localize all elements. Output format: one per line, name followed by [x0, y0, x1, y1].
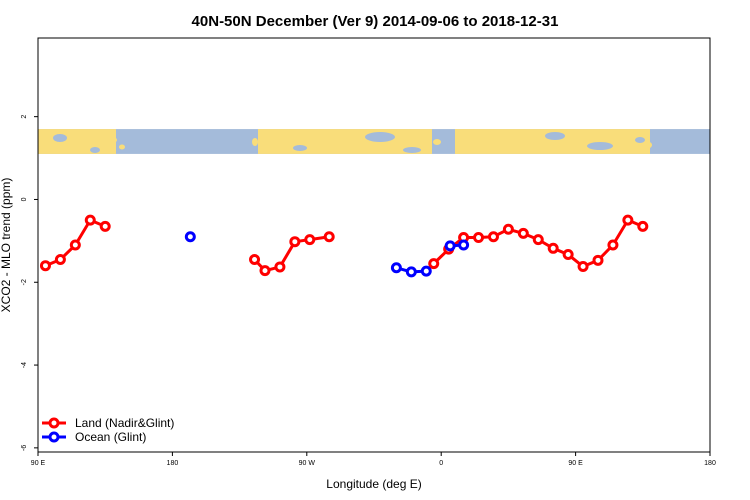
map-water-detail: [635, 137, 645, 143]
data-point: [184, 231, 196, 243]
data-point: [84, 214, 96, 226]
map-water-detail: [587, 142, 613, 150]
x-tick-label: 180: [704, 460, 716, 467]
map-land-detail: [433, 139, 441, 145]
data-point: [420, 265, 432, 277]
map-water-detail: [293, 145, 307, 151]
y-axis: 2 0 -2 -4 -6: [21, 115, 38, 451]
y-tick-label: 2: [21, 115, 28, 119]
legend-marker: [48, 431, 60, 443]
chart-title: 40N-50N December (Ver 9) 2014-09-06 to 2…: [192, 13, 559, 30]
x-tick-label: 180: [167, 460, 179, 467]
series: [184, 231, 470, 278]
series: [39, 214, 649, 277]
map-land-detail: [252, 138, 258, 146]
data-point: [622, 214, 634, 226]
data-point: [562, 249, 574, 261]
map-water-detail: [403, 147, 421, 153]
map-land-detail: [109, 137, 117, 143]
data-point: [289, 236, 301, 248]
map-water-detail: [53, 134, 67, 142]
data-point: [323, 231, 335, 243]
data-point: [405, 266, 417, 278]
legend-label: Ocean (Glint): [75, 430, 146, 444]
data-point: [577, 261, 589, 273]
y-tick-label: -6: [21, 445, 28, 451]
data-point: [274, 261, 286, 273]
series-layer: [39, 214, 649, 278]
x-tick-label: 90 E: [31, 460, 46, 467]
data-point: [532, 234, 544, 246]
data-point: [607, 239, 619, 251]
data-point: [259, 265, 271, 277]
data-point: [547, 242, 559, 254]
legend: Land (Nadir&Glint)Ocean (Glint): [42, 416, 174, 444]
data-point: [458, 239, 470, 251]
y-tick-label: -2: [21, 279, 28, 285]
data-point: [249, 253, 261, 265]
data-point: [487, 231, 499, 243]
map-water-detail: [365, 132, 395, 142]
plot-frame: [37, 37, 711, 453]
legend-marker: [48, 417, 60, 429]
y-tick-label: 0: [21, 197, 28, 201]
x-tick-label: 0: [439, 460, 443, 467]
data-point: [502, 223, 514, 235]
x-axis-label: Longitude (deg E): [326, 477, 421, 491]
x-tick-label: 90 W: [299, 460, 316, 467]
data-point: [99, 220, 111, 232]
y-axis-label: XCO2 - MLO trend (ppm): [0, 178, 13, 313]
legend-label: Land (Nadir&Glint): [75, 416, 174, 430]
data-point: [304, 234, 316, 246]
map-land: [258, 129, 432, 154]
x-tick-label: 90 E: [568, 460, 583, 467]
data-point: [637, 220, 649, 232]
data-point: [69, 239, 81, 251]
data-point: [517, 227, 529, 239]
y-tick-label: -4: [21, 362, 28, 368]
map-land: [38, 129, 116, 154]
data-point: [473, 232, 485, 244]
data-point: [444, 240, 456, 252]
data-point: [54, 253, 66, 265]
data-point: [428, 258, 440, 270]
data-point: [592, 254, 604, 266]
map-land-detail: [119, 144, 125, 150]
map-water-detail: [545, 132, 565, 140]
map-water-detail: [90, 147, 100, 153]
land-ocean-map-strip: [38, 129, 710, 154]
data-point: [390, 262, 402, 274]
x-axis: 90 E 180 90 W 0 90 E 180: [31, 452, 716, 467]
data-point: [39, 260, 51, 272]
map-land-detail: [646, 142, 652, 148]
